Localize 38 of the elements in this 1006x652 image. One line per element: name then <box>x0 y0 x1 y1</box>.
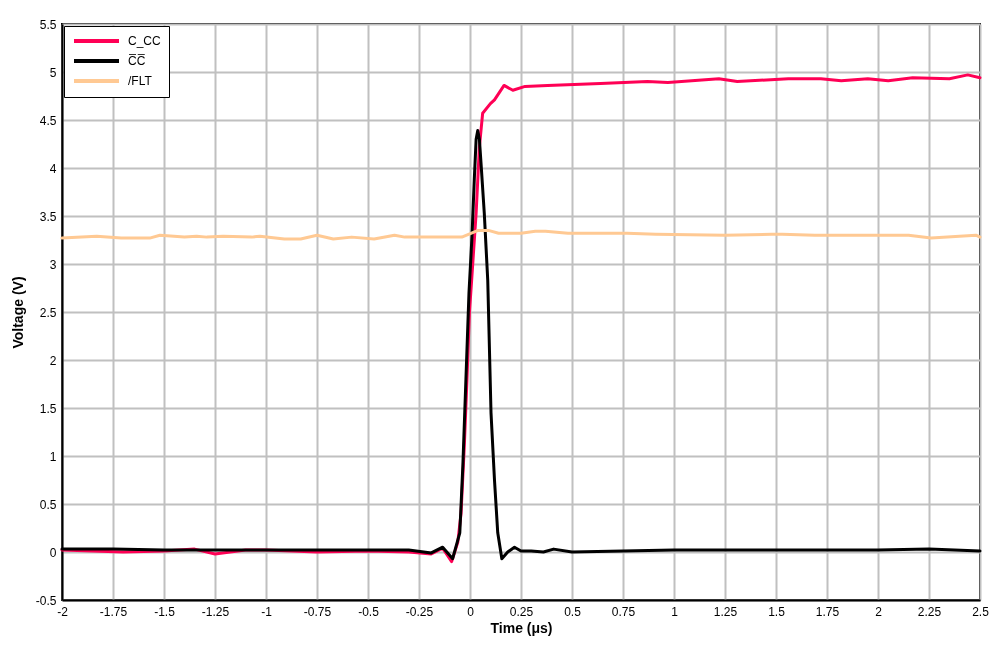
x-tick-label: -1 <box>261 604 273 619</box>
y-tick-label: 5.5 <box>39 17 57 32</box>
y-tick-label: 0 <box>49 545 57 560</box>
x-tick-label: 1.25 <box>713 604 738 619</box>
x-tick-label: 2 <box>875 604 883 619</box>
y-tick-label: 5 <box>49 65 57 80</box>
x-tick-label: -2 <box>57 604 69 619</box>
legend-label: /FLT <box>128 74 153 88</box>
x-axis-title: Time (μs) <box>490 619 553 636</box>
y-tick-label: -0.5 <box>35 593 57 608</box>
x-tick-label: 1 <box>671 604 679 619</box>
x-tick-label: -1.25 <box>201 604 230 619</box>
line-series <box>60 228 982 241</box>
y-axis-title: Voltage (V) <box>9 276 26 349</box>
x-tick-label: 2.25 <box>917 604 942 619</box>
x-tick-label: -1.75 <box>99 604 128 619</box>
x-tick-label: 0.75 <box>611 604 636 619</box>
y-tick-label: 4 <box>49 161 57 176</box>
x-tick-label: -0.25 <box>405 604 434 619</box>
y-tick-label: 3 <box>49 257 57 272</box>
y-tick-label: 1.5 <box>39 401 57 416</box>
legend-label: C_CC <box>128 34 162 48</box>
x-tick-label: -0.75 <box>303 604 332 619</box>
y-tick-label: 2 <box>49 353 57 368</box>
y-tick-label: 0.5 <box>39 497 57 512</box>
x-tick-label: 0 <box>467 604 475 619</box>
legend-label: C̅C̅ <box>128 54 146 68</box>
x-tick-label: 1.5 <box>768 604 786 619</box>
y-tick-label: 3.5 <box>39 209 57 224</box>
x-tick-label: 1.75 <box>815 604 840 619</box>
x-tick-label: 0.5 <box>564 604 582 619</box>
y-tick-label: 1 <box>49 449 57 464</box>
y-tick-label: 4.5 <box>39 113 57 128</box>
x-tick-label: -0.5 <box>358 604 380 619</box>
x-tick-label: -1.5 <box>154 604 176 619</box>
x-tick-label: 0.25 <box>509 604 534 619</box>
y-tick-label: 2.5 <box>39 305 57 320</box>
x-tick-label: 2.5 <box>972 604 990 619</box>
